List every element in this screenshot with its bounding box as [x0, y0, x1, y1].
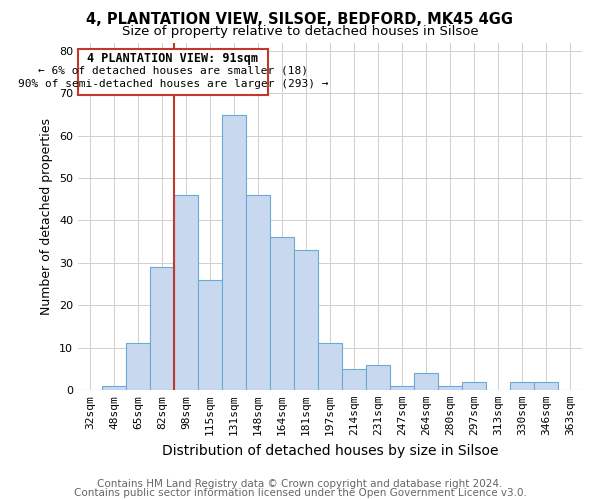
Bar [174, 195, 198, 390]
Bar [438, 386, 462, 390]
Bar [102, 386, 126, 390]
X-axis label: Distribution of detached houses by size in Silsoe: Distribution of detached houses by size … [162, 444, 498, 458]
Bar [294, 250, 318, 390]
Text: ← 6% of detached houses are smaller (18): ← 6% of detached houses are smaller (18) [38, 66, 308, 76]
Bar [270, 238, 294, 390]
Bar [342, 369, 366, 390]
Bar [318, 344, 342, 390]
Bar [510, 382, 534, 390]
Text: 90% of semi-detached houses are larger (293) →: 90% of semi-detached houses are larger (… [17, 79, 328, 89]
Bar [246, 195, 270, 390]
Bar [126, 344, 150, 390]
Bar [534, 382, 558, 390]
Bar [366, 364, 390, 390]
Bar [198, 280, 222, 390]
Bar [78, 49, 268, 96]
Bar [222, 114, 246, 390]
Bar [150, 267, 174, 390]
Text: Size of property relative to detached houses in Silsoe: Size of property relative to detached ho… [122, 25, 478, 38]
Text: 4, PLANTATION VIEW, SILSOE, BEDFORD, MK45 4GG: 4, PLANTATION VIEW, SILSOE, BEDFORD, MK4… [86, 12, 514, 28]
Text: 4 PLANTATION VIEW: 91sqm: 4 PLANTATION VIEW: 91sqm [88, 52, 259, 65]
Y-axis label: Number of detached properties: Number of detached properties [40, 118, 53, 315]
Text: Contains public sector information licensed under the Open Government Licence v3: Contains public sector information licen… [74, 488, 526, 498]
Bar [414, 373, 438, 390]
Bar [390, 386, 414, 390]
Bar [462, 382, 486, 390]
Text: Contains HM Land Registry data © Crown copyright and database right 2024.: Contains HM Land Registry data © Crown c… [97, 479, 503, 489]
